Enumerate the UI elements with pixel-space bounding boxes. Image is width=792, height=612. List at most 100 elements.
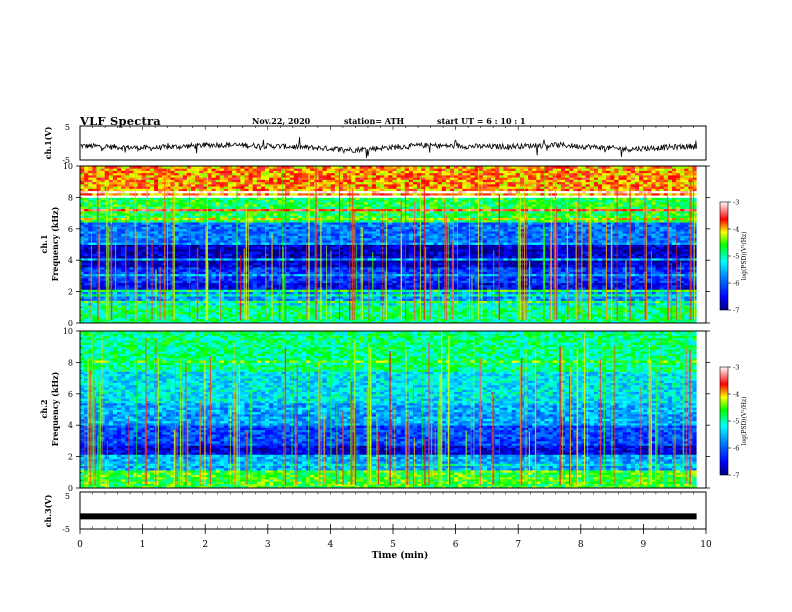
spectrogram-cell [659,269,665,272]
spectrogram-cell [499,302,504,306]
spectrogram-cell [429,251,434,254]
spectrogram-cell [499,314,504,317]
spectrogram-cell [153,320,159,324]
spectrogram-cell [223,255,229,259]
spectrogram-cell [676,287,681,290]
spectrogram-cell [684,300,689,304]
spectrogram-cell [676,260,681,263]
spectrogram-cell [412,248,418,252]
spectrogram-cell [260,289,266,292]
spectrogram-cell [240,300,245,304]
spectrogram-cell [667,266,673,270]
spectrogram-cell [211,273,217,277]
spectrogram-cell [104,320,110,324]
spectrogram-cell [639,264,644,268]
spectrogram-cell [606,287,611,290]
spectrogram-cell [544,284,550,288]
spectrogram-cell [182,280,188,284]
spectrogram-cell [153,257,159,261]
spectrogram-cell [343,300,348,304]
spectrogram-cell [486,302,492,306]
spectrogram-cell [544,287,550,290]
spectrogram-cell [437,273,443,277]
spectrogram-cell [667,293,673,297]
spectrogram-cell [478,296,484,299]
spectrogram-cell [351,260,356,263]
spectrogram-cell [474,273,480,277]
spectrogram-cell [577,307,582,310]
spectrogram-cell [170,320,175,324]
spectrogram-cell [178,314,184,317]
spectrogram-cell [499,275,504,279]
spectrogram-cell [663,296,669,299]
spectrogram-cell [523,296,529,299]
spectrogram-cell [260,251,266,254]
spectrogram-cell [248,287,254,290]
spectrogram-cell [223,278,229,281]
spectrogram-cell [207,253,212,257]
spectrogram-cell [166,260,171,263]
spectrogram-cell [474,291,480,295]
spectrogram-cell [499,260,504,263]
spectrogram-cell [396,305,402,308]
spectrogram-cell [232,316,237,319]
spectrogram-cell [129,262,134,266]
spectrogram-cell [137,289,143,292]
spectrogram-cell [651,298,656,301]
spectrogram-cell [470,305,476,308]
spectrogram-cell [137,280,143,284]
spectrogram-cell [199,255,204,259]
spectrogram-cell [359,298,365,301]
spectrogram-cell [121,248,126,252]
spectrogram-cell [289,287,295,290]
spectrogram-cell [671,251,677,254]
spectrogram-cell [236,311,241,315]
spectrogram-cell [626,293,632,297]
spectrogram-cell [433,305,439,308]
spectrogram-cell [610,275,615,279]
spectrogram-cell [618,271,624,275]
spectrogram-cell [540,311,545,315]
spectrogram-cell [671,316,677,319]
spectrogram-cell [355,318,360,322]
spectrogram-cell [602,289,607,292]
spectrogram-cell [626,291,632,295]
spectrogram-cell [655,291,661,295]
spectrogram-cell [404,318,410,322]
spectrogram-cell [639,251,644,254]
spectrogram-cell [375,305,381,308]
spectrogram-cell [269,309,274,313]
spectrogram-cell [219,255,225,259]
spectrogram-cell [581,318,587,322]
spectrogram-cell [117,298,122,301]
spectrogram-cell [602,257,607,261]
spectrogram-cell [647,318,652,322]
spectrogram-cell [663,269,669,272]
spectrogram-cell [556,311,562,315]
spectrogram-cell [137,255,143,259]
spectrogram-cell [273,260,278,263]
spectrogram-cell [293,248,299,252]
spectrogram-cell [573,253,578,257]
spectrogram-cell [301,269,307,272]
spectrogram-cell [264,255,270,259]
spectrogram-cell [359,273,365,277]
spectrogram-cell [684,302,689,306]
spectrogram-cell [486,289,492,292]
spectrogram-cell [388,273,393,277]
spectrogram-cell [310,311,315,315]
spectrogram-cell [536,302,541,306]
spectrogram-cell [556,278,562,281]
spectrogram-cell [301,257,307,261]
spectrogram-cell [252,309,258,313]
spectrogram-cell [577,264,582,268]
spectrogram-cell [80,311,85,315]
spectrogram-cell [174,269,180,272]
spectrogram-cell [404,307,410,310]
spectrogram-cell [330,273,336,277]
spectrogram-cell [503,278,508,281]
spectrogram-cell [117,316,122,319]
spectrogram-cell [174,293,180,297]
spectrogram-cell [232,289,237,292]
spectrogram-cell [84,273,89,277]
